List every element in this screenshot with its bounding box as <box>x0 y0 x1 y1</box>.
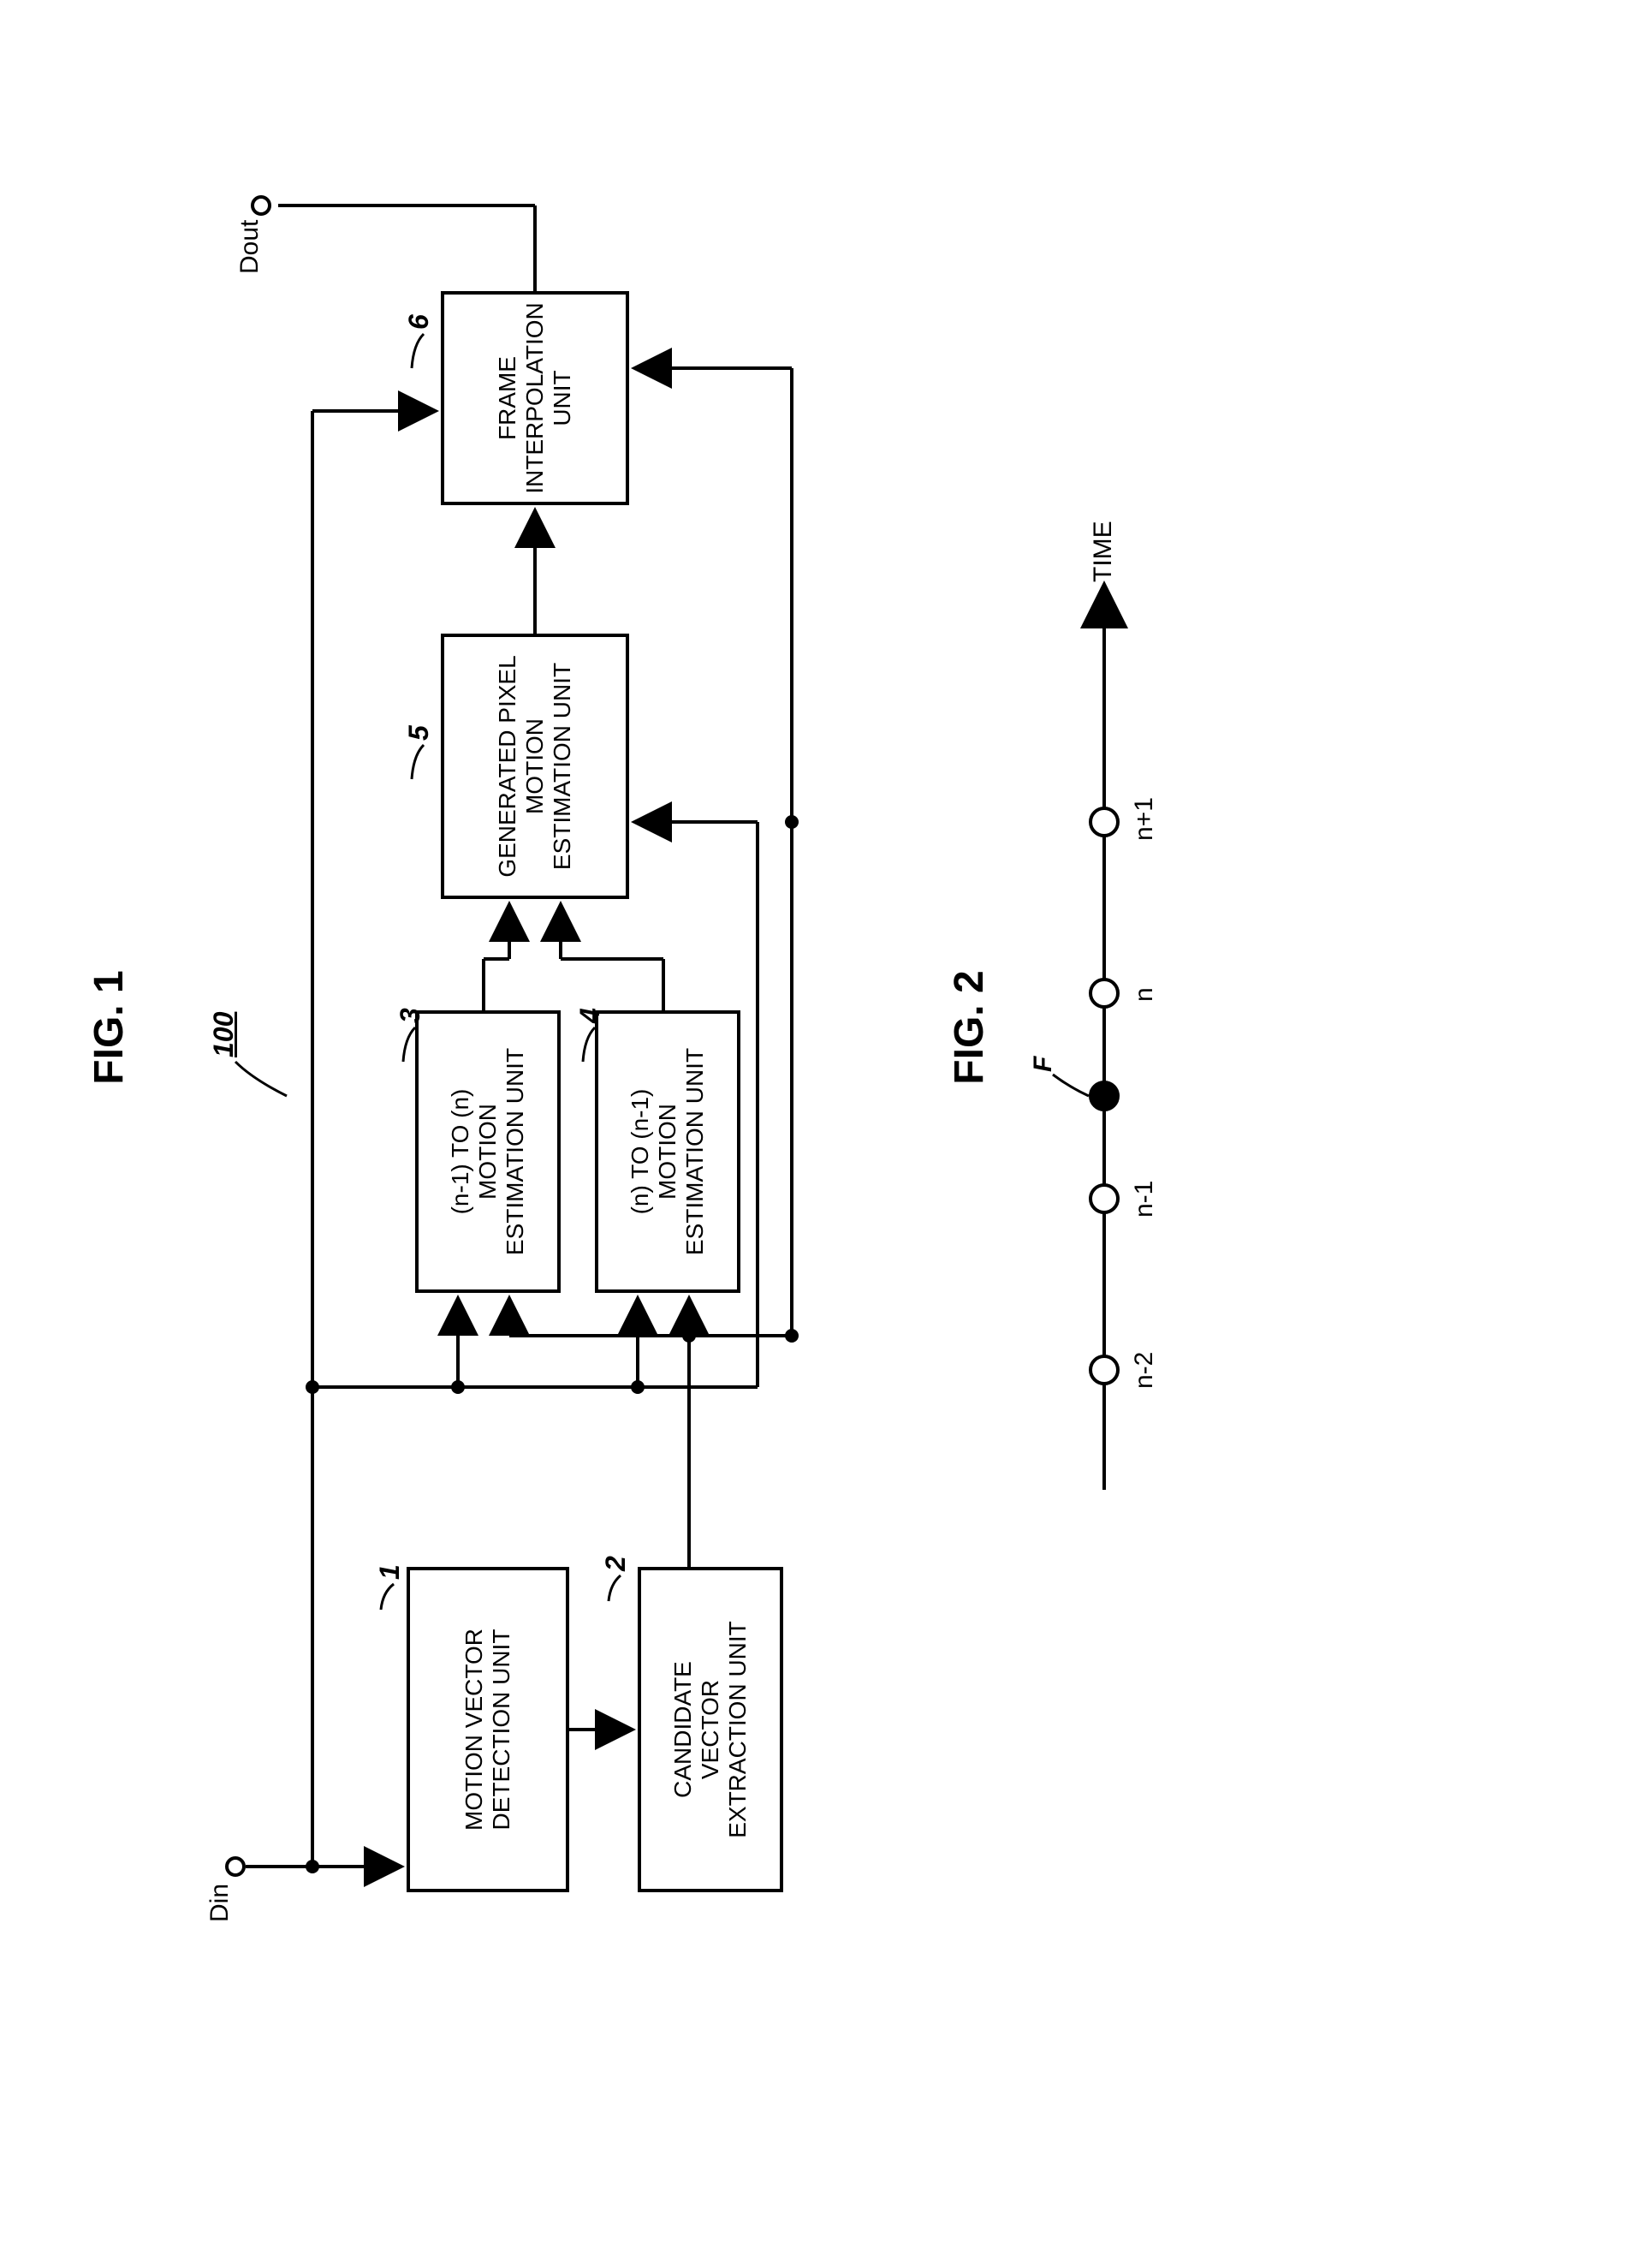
block-n-to-n-1-estimation: (n) TO (n-1) MOTION ESTIMATION UNIT <box>595 1010 740 1293</box>
frame-0: n-2 <box>1130 1352 1159 1389</box>
ref-100: 100 <box>208 1012 240 1057</box>
b6-label: FRAME INTERPOLATION UNIT <box>494 302 577 494</box>
interp-label: F <box>1029 1057 1058 1072</box>
ref-2: 2 <box>600 1556 632 1571</box>
ref-1: 1 <box>374 1564 406 1580</box>
ref-6: 6 <box>403 314 435 330</box>
din-label: Din <box>205 1884 235 1922</box>
block-n-1-to-n-estimation: (n-1) TO (n) MOTION ESTIMATION UNIT <box>415 1010 561 1293</box>
frame-3: n+1 <box>1130 797 1159 841</box>
block-candidate-vector-extraction: CANDIDATE VECTOR EXTRACTION UNIT <box>638 1567 783 1892</box>
b3-label: (n-1) TO (n) MOTION ESTIMATION UNIT <box>447 1048 530 1255</box>
fig2-timeline: n-2 n-1 n n+1 F TIME <box>1027 514 1181 1541</box>
block-frame-interpolation: FRAME INTERPOLATION UNIT <box>441 291 629 505</box>
block-motion-vector-detection: MOTION VECTOR DETECTION UNIT <box>407 1567 569 1892</box>
b2-label: CANDIDATE VECTOR EXTRACTION UNIT <box>669 1621 752 1838</box>
ref-4: 4 <box>574 1008 606 1023</box>
fig1-title: FIG. 1 <box>86 86 133 1969</box>
b4-label: (n) TO (n-1) MOTION ESTIMATION UNIT <box>627 1048 710 1255</box>
ref-3: 3 <box>395 1008 426 1023</box>
frame-1: n-1 <box>1130 1181 1159 1218</box>
block-generated-pixel-estimation: GENERATED PIXEL MOTION ESTIMATION UNIT <box>441 634 629 899</box>
fig2-title: FIG. 2 <box>946 86 993 1969</box>
b5-label: GENERATED PIXEL MOTION ESTIMATION UNIT <box>494 655 577 877</box>
time-axis-label: TIME <box>1089 521 1118 582</box>
frame-2: n <box>1130 987 1159 1002</box>
dout-label: Dout <box>235 220 264 274</box>
ref-5: 5 <box>403 725 435 741</box>
fig1-diagram: MOTION VECTOR DETECTION UNIT CANDIDATE V… <box>158 86 843 1969</box>
b1-label: MOTION VECTOR DETECTION UNIT <box>461 1629 515 1831</box>
